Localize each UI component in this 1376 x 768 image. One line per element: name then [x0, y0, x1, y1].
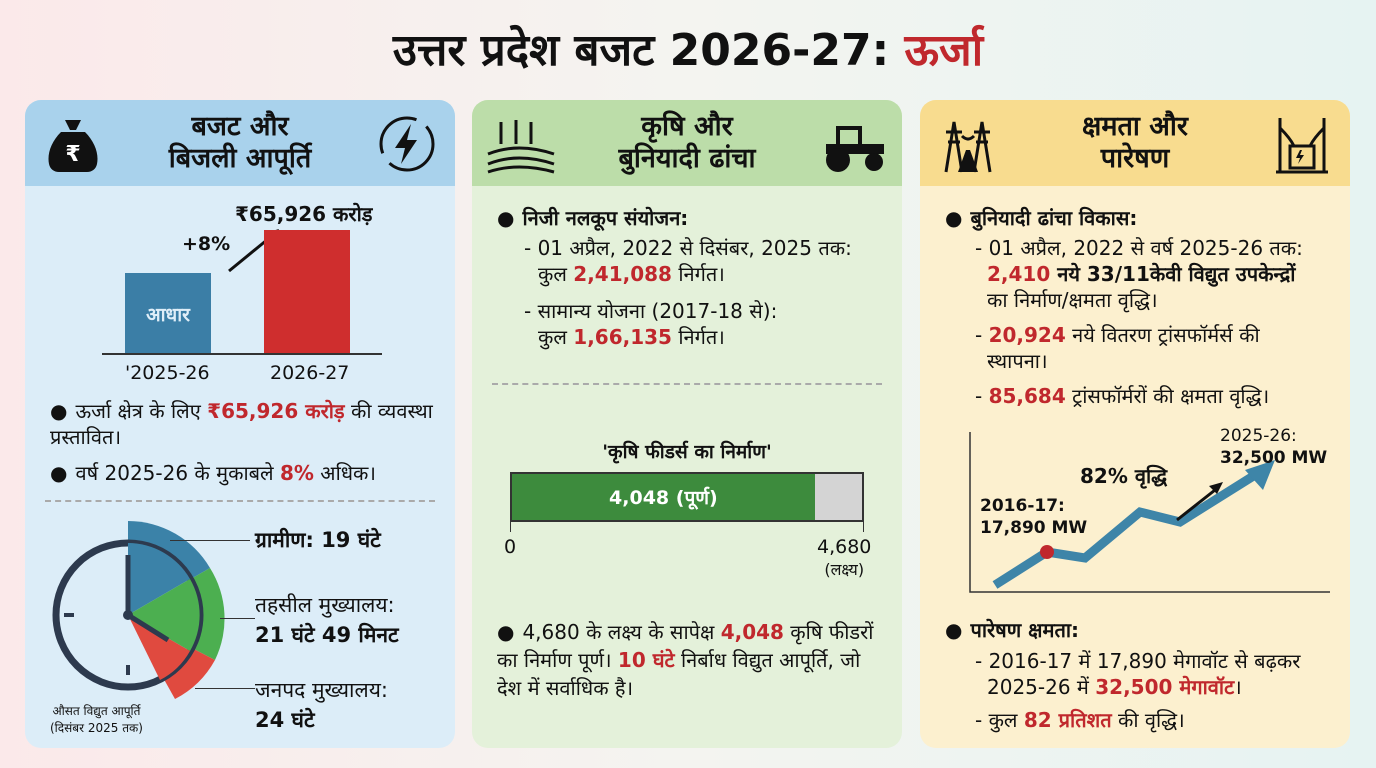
start-label: 2016-17: 17,890 MW: [980, 496, 1088, 538]
progress-title: 'कृषि फीडर्स का निर्माण': [602, 441, 772, 463]
growth-arrow-icon: [1176, 488, 1216, 522]
x-tick-label: 2026-27: [270, 362, 350, 384]
progress-fill: 4,048 (पूर्ण): [512, 474, 815, 520]
capacity-line: [992, 471, 1258, 589]
transmission-item-2: - कुल 82 प्रतिशत की वृद्धि।: [975, 708, 1185, 732]
bullet-tubewell: निजी नलकूप संयोजन:: [497, 205, 688, 231]
capacity-line-chart: [969, 432, 1330, 593]
progress-min-label: 0: [504, 536, 517, 558]
supply-rural: ग्रामीण: 19 घंटे: [255, 528, 381, 552]
bullet-infra: बुनियादी ढांचा विकास:: [945, 205, 1137, 231]
clock-supply-chart: [52, 521, 225, 699]
start-point: [1040, 545, 1054, 559]
tubewell-item-2: - सामान्य योजना (2017-18 से): कुल 1,66,13…: [524, 299, 778, 349]
infra-item-2: - 20,924 नये वितरण ट्रांसफॉर्मर्स की स्थ…: [975, 323, 1260, 373]
bullet-growth: वर्ष 2025-26 के मुकाबले 8% अधिक।: [50, 460, 450, 486]
lightning-icon: [379, 116, 435, 172]
money-bag-icon: ₹: [48, 120, 98, 172]
progress-max-label: 4,680 (लक्ष्य): [817, 536, 872, 579]
transmission-item-1: - 2016-17 में 17,890 मेगावॉट से बढ़कर 202…: [975, 649, 1301, 699]
bar-2026-27: [264, 230, 350, 354]
tractor-icon: [826, 126, 884, 172]
tubewell-item-1: - 01 अप्रैल, 2022 से दिसंबर, 2025 तक: कुल…: [524, 236, 852, 286]
transmission-tower-icon: [944, 121, 992, 173]
bullet-budget: ऊर्जा क्षेत्र के लिए ₹65,926 करोड़ की व्…: [50, 398, 445, 450]
page-title: उत्तर प्रदेश बजट 2026-27: ऊर्जा: [392, 25, 984, 76]
infra-item-1: - 01 अप्रैल, 2022 से वर्ष 2025-26 तक: 2,4…: [975, 236, 1303, 312]
feeder-progress-bar: 4,048 (पूर्ण): [510, 472, 864, 522]
panel-transmission: क्षमता औरपारेषण बुनियादी ढांचा विकास: - …: [920, 100, 1350, 748]
end-label: 2025-26: 32,500 MW: [1220, 426, 1328, 468]
growth-label: +8%: [182, 233, 231, 255]
panel-budget: ₹ बजट और बिजली आपूर्ति ₹65,926 करोड़ +8% …: [25, 100, 455, 748]
feeder-note: 4,680 के लक्ष्य के सापेक्ष 4,048 कृषि फी…: [497, 618, 887, 702]
panel-agriculture: कृषि औरबुनियादी ढांचा निजी नलकूप संयोजन:…: [472, 100, 902, 748]
axis-line: [102, 353, 382, 355]
svg-text:₹: ₹: [65, 142, 80, 167]
growth-label: 82% वृद्धि: [1080, 464, 1168, 488]
bar-2025-26: आधार: [125, 273, 211, 354]
crops-field-icon: [487, 120, 555, 174]
clock-caption: औसत विद्युत आपूर्ति (दिसंबर 2025 तक): [50, 704, 143, 735]
supply-district: जनपद मुख्यालय: 24 घंटे: [255, 678, 388, 732]
x-tick-label: '2025-26: [125, 362, 210, 384]
supply-tehsil: तहसील मुख्यालय: 21 घंटे 49 मिनट: [255, 593, 399, 647]
substation-icon: [1276, 118, 1328, 174]
infra-item-3: - 85,684 ट्रांसफॉर्मरों की क्षमता वृद्धि…: [975, 384, 1270, 408]
panel-header: ₹ बजट और बिजली आपूर्ति: [25, 100, 455, 186]
bar-value-label: ₹65,926 करोड़: [235, 202, 373, 226]
bullet-transmission: पारेषण क्षमता:: [945, 617, 1079, 643]
divider: [45, 500, 435, 502]
